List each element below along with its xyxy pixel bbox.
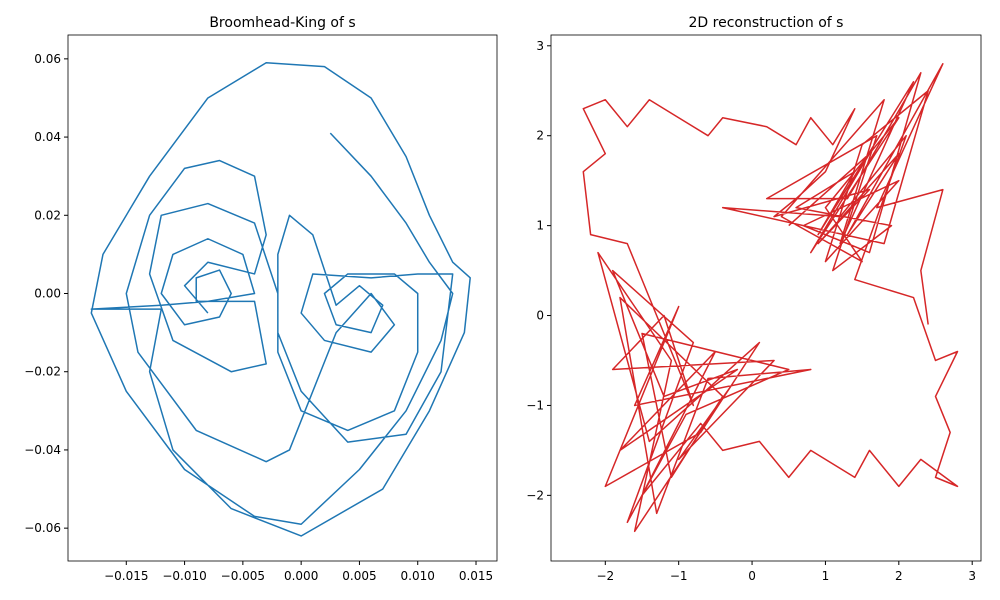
y-tick-label: 2 [536, 129, 544, 143]
x-tick-label: 0.000 [284, 569, 318, 583]
y-tick-label: −0.04 [24, 443, 61, 457]
y-tick-label: −2 [526, 488, 544, 502]
axes-frame [67, 34, 498, 562]
x-tick-label: 1 [822, 569, 830, 583]
trajectory [90, 62, 471, 537]
y-tick-label: 0 [536, 309, 544, 323]
x-tick-label: 2 [895, 569, 903, 583]
y-tick-label: 3 [536, 39, 544, 53]
x-tick-label: −0.010 [162, 569, 206, 583]
y-tick-label: 0.06 [34, 52, 61, 66]
x-tick-label: −1 [670, 569, 688, 583]
chart-title: Broomhead-King of s [209, 15, 355, 31]
axes-frame [550, 34, 982, 562]
chart-title: 2D reconstruction of s [689, 15, 844, 31]
x-tick-label: −0.015 [104, 569, 148, 583]
y-tick-label: 0.04 [34, 130, 61, 144]
y-tick-label: −1 [526, 398, 544, 412]
y-tick-label: 1 [536, 219, 544, 233]
x-tick-label: 3 [968, 569, 976, 583]
x-tick-label: −0.005 [221, 569, 265, 583]
y-tick-label: −0.06 [24, 521, 61, 535]
x-tick-label: 0 [748, 569, 756, 583]
x-tick-label: 0.015 [459, 569, 493, 583]
x-tick-label: −2 [596, 569, 614, 583]
x-tick-label: 0.005 [342, 569, 376, 583]
y-tick-label: 0.00 [34, 287, 61, 301]
y-tick-label: −0.02 [24, 365, 61, 379]
y-tick-label: 0.02 [34, 208, 61, 222]
trajectory [582, 63, 959, 533]
x-tick-label: 0.010 [401, 569, 435, 583]
